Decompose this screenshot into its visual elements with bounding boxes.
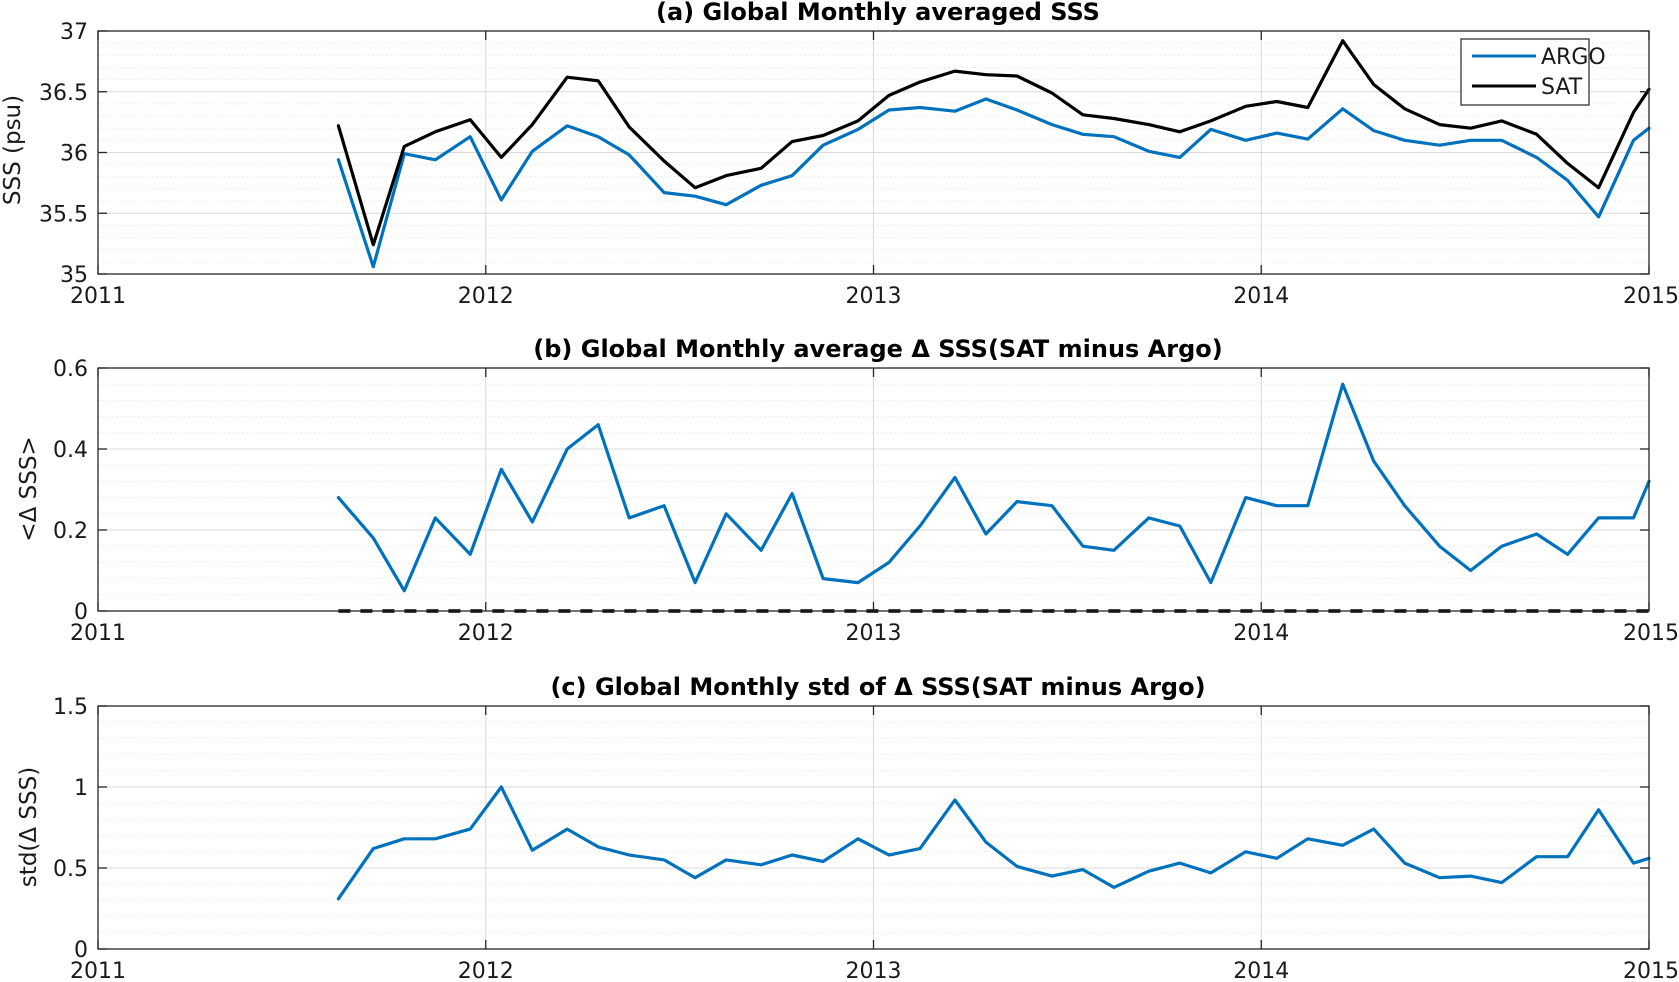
panel-a: (a) Global Monthly averaged SSS SSS (psu… — [0, 0, 1679, 309]
panel-c-x-tick-label: 2015 — [1623, 959, 1679, 982]
panel-b-series-0-line — [336, 382, 1651, 593]
panel-c-x-tick-label: 2011 — [70, 959, 126, 982]
panel-a-title: (a) Global Monthly averaged SSS — [656, 0, 1100, 26]
panel-c-x-tick-label: 2014 — [1233, 959, 1289, 982]
panel-b-y-tick-label: 0 — [74, 600, 88, 625]
panel-c-series-0-line — [336, 785, 1651, 901]
panel-b-series — [336, 382, 1651, 593]
panel-c-ticks: 0 0.5 1 1.5 2011 2012 2013 2014 2015 — [53, 695, 1679, 982]
panel-a-x-tick-label: 2012 — [458, 284, 514, 309]
panel-a-y-tick-label: 36 — [60, 142, 88, 167]
panel-a-ticks: 35 35.5 36 36.5 37 2011 2012 2013 2014 2015 — [39, 20, 1679, 309]
legend-argo-label: ARGO — [1541, 45, 1606, 70]
panel-a-x-tick-label: 2015 — [1623, 284, 1679, 309]
panel-c-x-tick-label: 2013 — [846, 959, 902, 982]
panel-b-title: (b) Global Monthly average Δ SSS(SAT min… — [533, 335, 1222, 363]
panel-c-y-tick-label: 1.5 — [53, 695, 88, 720]
panel-a-ylabel: SSS (psu) — [0, 95, 26, 205]
panel-c-ylabel: std(Δ SSS) — [16, 767, 42, 887]
legend-box — [1460, 38, 1590, 106]
panel-b-x-tick-label: 2015 — [1623, 621, 1679, 646]
panel-c-y-tick-label: 0.5 — [53, 857, 88, 882]
panel-a-y-tick-label: 35.5 — [39, 202, 88, 227]
panel-a-legend: ARGO SAT — [1460, 38, 1606, 106]
panel-a-sat-line — [336, 39, 1651, 247]
panel-c-series — [336, 785, 1651, 901]
panel-a-y-tick-label: 35 — [60, 263, 88, 288]
panel-a-y-tick-label: 37 — [60, 20, 88, 45]
panel-b-ticks: 0 0.2 0.4 0.6 2011 2012 2013 2014 2015 — [53, 357, 1679, 646]
panel-a-x-tick-label: 2011 — [70, 284, 126, 309]
panel-c-x-tick-label: 2012 — [458, 959, 514, 982]
panel-c-title: (c) Global Monthly std of Δ SSS(SAT minu… — [550, 673, 1205, 701]
panel-b-x-tick-label: 2014 — [1233, 621, 1289, 646]
panel-b-x-tick-label: 2013 — [846, 621, 902, 646]
panel-b: (b) Global Monthly average Δ SSS(SAT min… — [16, 335, 1679, 646]
panel-a-x-tick-label: 2013 — [846, 284, 902, 309]
panel-a-argo-line — [336, 97, 1651, 269]
panel-b-y-tick-label: 0.2 — [53, 519, 88, 544]
panel-c-y-tick-label: 0 — [74, 938, 88, 963]
panel-a-grid — [98, 31, 1649, 274]
panel-c-grid — [98, 706, 1649, 949]
panel-a-y-tick-label: 36.5 — [39, 81, 88, 106]
legend-sat-label: SAT — [1541, 75, 1583, 100]
panel-c: (c) Global Monthly std of Δ SSS(SAT minu… — [16, 673, 1679, 982]
panel-a-x-tick-label: 2014 — [1233, 284, 1289, 309]
panel-b-y-tick-label: 0.6 — [53, 357, 88, 382]
panel-b-x-tick-label: 2011 — [70, 621, 126, 646]
panel-c-y-tick-label: 1 — [74, 776, 88, 801]
panel-b-y-tick-label: 0.4 — [53, 438, 88, 463]
panel-b-x-tick-label: 2012 — [458, 621, 514, 646]
panel-b-ylabel: <Δ SSS> — [16, 436, 42, 541]
panel-b-grid — [98, 368, 1649, 611]
panel-a-series — [336, 39, 1651, 269]
